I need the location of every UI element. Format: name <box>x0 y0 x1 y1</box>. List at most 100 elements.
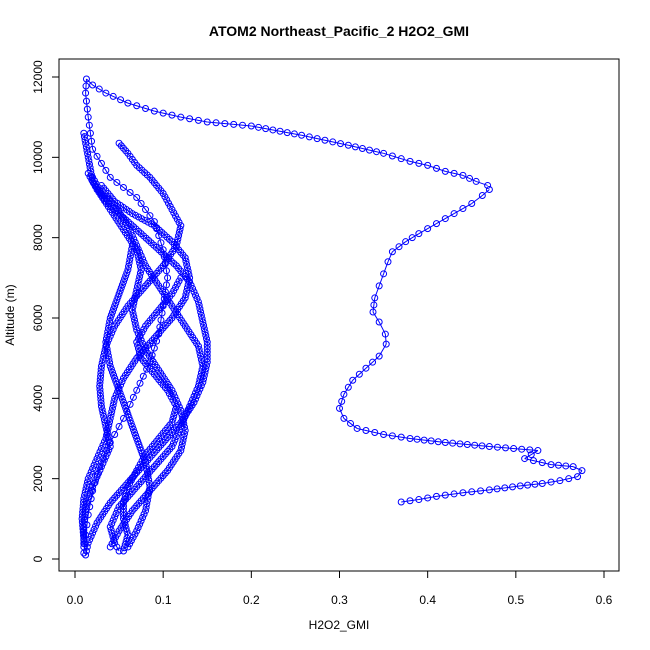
data-point <box>197 308 205 316</box>
series-segment <box>109 418 124 443</box>
data-point <box>137 266 145 274</box>
data-point <box>135 256 143 264</box>
data-point <box>172 406 180 414</box>
data-point <box>80 129 88 137</box>
data-point <box>534 447 542 455</box>
data-point <box>145 486 153 494</box>
data-point <box>90 461 98 469</box>
data-point <box>131 428 139 436</box>
data-point <box>125 413 133 421</box>
data-point <box>239 121 247 129</box>
data-point <box>122 524 130 532</box>
series-segment <box>171 426 182 447</box>
data-point <box>134 438 142 446</box>
data-point <box>199 318 207 326</box>
data-point <box>180 430 188 438</box>
data-point <box>529 457 537 465</box>
data-point <box>185 270 193 278</box>
chart-title: ATOM2 Northeast_Pacific_2 H2O2_GMI <box>209 23 469 39</box>
data-point <box>129 309 137 317</box>
data-point <box>468 488 476 496</box>
data-point <box>340 390 348 398</box>
data-point <box>96 386 104 394</box>
data-point <box>194 342 202 350</box>
y-tick-label: 4000 <box>31 385 45 412</box>
data-point <box>129 303 137 311</box>
series-segment <box>372 297 376 313</box>
y-tick-label: 10000 <box>31 140 45 174</box>
x-tick-label: 0.3 <box>331 593 348 607</box>
data-point <box>121 521 129 529</box>
data-point <box>126 252 134 260</box>
data-point <box>111 394 119 402</box>
y-tick-label: 0 <box>31 555 45 562</box>
data-point <box>102 342 110 350</box>
data-point <box>82 143 90 151</box>
data-point <box>122 272 130 280</box>
data-point <box>162 267 170 275</box>
data-point <box>349 376 357 384</box>
series-segment <box>92 84 107 94</box>
data-point <box>117 284 125 292</box>
data-point <box>107 365 115 373</box>
data-point <box>112 377 120 385</box>
data-point <box>195 345 203 353</box>
data-point <box>574 473 582 481</box>
data-point <box>450 169 458 177</box>
data-point <box>142 206 150 214</box>
data-point <box>199 378 207 386</box>
x-tick-label: 0.6 <box>596 593 613 607</box>
data-point <box>81 136 89 144</box>
data-point <box>104 324 112 332</box>
data-point <box>190 288 198 296</box>
data-point <box>182 291 190 299</box>
data-point <box>441 215 449 223</box>
data-point <box>362 364 370 372</box>
data-point <box>157 316 165 324</box>
data-point <box>578 467 586 475</box>
data-point <box>193 295 201 303</box>
data-point <box>114 383 122 391</box>
data-point <box>124 410 132 418</box>
data-point <box>116 287 124 295</box>
data-point <box>116 389 124 397</box>
data-point <box>97 369 105 377</box>
data-point <box>101 419 109 427</box>
data-point <box>144 493 152 501</box>
data-point <box>427 437 435 445</box>
series-segment <box>374 285 380 299</box>
data-point <box>117 392 125 400</box>
data-point <box>336 404 343 412</box>
data-point <box>97 366 105 374</box>
series-segment <box>136 197 155 222</box>
data-point <box>388 152 396 160</box>
x-tick-label: 0.0 <box>67 593 84 607</box>
data-point <box>459 171 467 179</box>
data-point <box>181 426 189 434</box>
data-point <box>95 451 103 459</box>
data-point <box>99 459 107 467</box>
series-5 <box>84 169 189 551</box>
series-segment <box>524 450 539 460</box>
data-point <box>85 121 93 129</box>
data-point <box>441 167 449 175</box>
data-point <box>109 92 117 100</box>
series-segment <box>524 458 552 466</box>
data-point <box>194 298 202 306</box>
data-point <box>106 523 114 531</box>
data-point <box>135 441 143 449</box>
data-point <box>171 436 179 444</box>
series-segment <box>378 321 386 335</box>
data-point <box>547 478 555 486</box>
data-point <box>97 399 105 407</box>
data-point <box>137 447 145 455</box>
data-point <box>432 492 440 500</box>
data-point <box>78 518 86 526</box>
data-point <box>182 257 190 265</box>
data-point <box>133 338 141 346</box>
data-point <box>121 275 129 283</box>
data-point <box>80 535 88 543</box>
data-point <box>107 411 115 419</box>
data-point <box>142 462 150 470</box>
